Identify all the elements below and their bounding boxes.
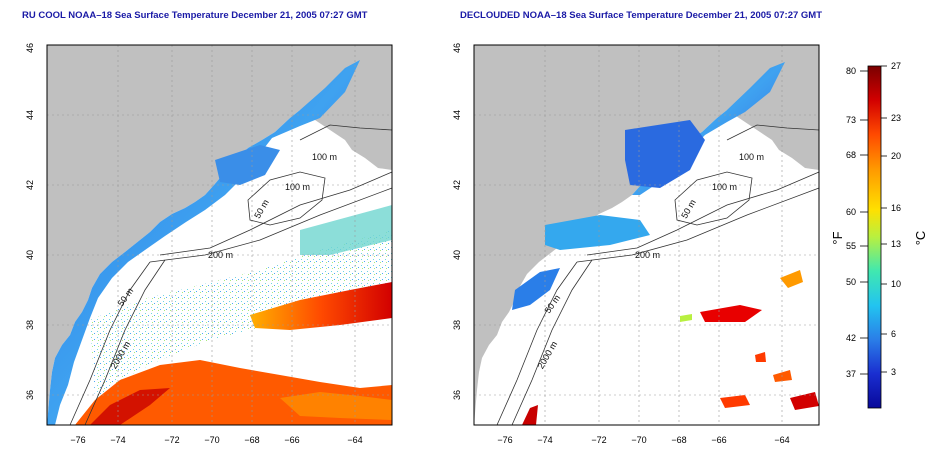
colorbar-c-tick: 13 [891,239,901,249]
left-land [47,45,392,425]
colorbar-c-tick: 27 [891,61,901,71]
left-y-tick-label: 40 [25,250,35,260]
right-contours [496,124,820,426]
right-y-tick-label: 40 [452,250,462,260]
left-warm-patches [280,392,392,420]
left-warm-core [90,388,170,425]
left-x-tick-label: −64 [347,435,362,445]
right-x-tick-label: −74 [537,435,552,445]
colorbar-f-tickmarks [860,70,868,375]
left-x-tick-label: −74 [110,435,125,445]
right-map-frame [473,44,820,426]
right-grid [474,45,819,425]
left-x-tick-label: −68 [244,435,259,445]
left-x-axis: −76 −74 −72 −70 −68 −66 −64 [70,435,362,445]
colorbar-c-tick: 16 [891,203,901,213]
colorbar-f-tick: 80 [846,66,856,76]
colorbar-f-tick: 68 [846,150,856,160]
left-cool-patch [215,145,280,185]
right-map-title: DECLOUDED NOAA–18 Sea Surface Temperatur… [460,10,823,21]
left-grid [47,45,392,425]
left-contour-label: 200 m [208,250,233,260]
left-y-tick-label: 42 [25,180,35,190]
left-mixed-water [90,230,392,400]
right-x-tick-label: −72 [591,435,606,445]
colorbar-gradient [867,65,882,409]
left-contour-label: 100 m [285,182,310,192]
colorbar-f-label: °F [830,231,845,244]
left-y-tick-label: 38 [25,320,35,330]
right-x-tick-label: −76 [497,435,512,445]
right-y-tick-label: 42 [452,180,462,190]
right-warm-patch-1 [780,270,803,288]
left-warm-band [250,282,392,330]
right-x-axis: −76 −74 −72 −70 −68 −66 −64 [497,435,789,445]
colorbar-c-tick: 10 [891,279,901,289]
colorbar-f-tick: 42 [846,333,856,343]
colorbar: 80 73 68 60 55 50 42 37 [830,61,928,409]
colorbar-f-tick: 73 [846,115,856,125]
right-x-tick-label: −66 [711,435,726,445]
left-x-tick-label: −66 [284,435,299,445]
left-y-tick-label: 44 [25,110,35,120]
colorbar-c-tick: 20 [891,151,901,161]
colorbar-c-tick: 3 [891,367,896,377]
right-x-tick-label: −64 [774,435,789,445]
colorbar-c-tick: 23 [891,113,901,123]
right-contour-label: 200 m [635,250,660,260]
right-green-patch [680,314,692,322]
left-contours [69,124,393,426]
right-x-tick-label: −68 [671,435,686,445]
left-y-tick-label: 36 [25,390,35,400]
left-x-tick-label: −72 [164,435,179,445]
colorbar-f-tick: 55 [846,241,856,251]
left-map-frame [46,44,393,426]
right-warm-patch-4 [720,395,750,408]
right-warm-patch-2 [700,305,762,322]
right-contour-label: 100 m [739,152,764,162]
left-x-tick-label: −76 [70,435,85,445]
right-y-tick-label: 38 [452,320,462,330]
left-y-axis: 36 38 40 42 44 46 [25,43,35,400]
left-map-title: RU COOL NOAA–18 Sea Surface Temperature … [22,10,368,21]
right-map-panel: 100 m 100 m 50 m 200 m 50 m 2000 m −76 −… [452,43,820,445]
left-contour-label: 100 m [312,152,337,162]
right-y-axis: 36 38 40 42 44 46 [452,43,462,400]
right-y-tick-label: 44 [452,110,462,120]
right-y-tick-label: 36 [452,390,462,400]
right-warm-patch-3 [755,352,766,362]
colorbar-c-label: °C [913,231,928,246]
colorbar-c-ticks: 27 23 20 16 13 10 6 3 [891,61,901,377]
right-land [474,45,819,425]
left-y-tick-label: 46 [25,43,35,53]
colorbar-f-ticks: 80 73 68 60 55 50 42 37 [846,66,856,379]
right-y-tick-label: 46 [452,43,462,53]
right-warm-patch-6 [773,370,792,382]
colorbar-f-tick: 37 [846,369,856,379]
right-shelf-patch [545,215,650,250]
colorbar-c-tickmarks [881,65,887,373]
left-cyan-band [300,205,392,255]
colorbar-f-tick: 50 [846,277,856,287]
right-warm-patch-5 [790,392,819,410]
right-cool-patch [625,120,705,188]
left-cool-water [47,60,360,425]
left-map-panel: 100 m 100 m 50 m 200 m 50 m 2000 m −76 −… [25,43,393,445]
right-warm-coast [522,405,538,425]
colorbar-c-tick: 6 [891,329,896,339]
right-coast-patch [512,268,560,310]
right-x-tick-label: −70 [631,435,646,445]
right-contour-label: 100 m [712,182,737,192]
left-x-tick-label: −70 [204,435,219,445]
colorbar-f-tick: 60 [846,207,856,217]
